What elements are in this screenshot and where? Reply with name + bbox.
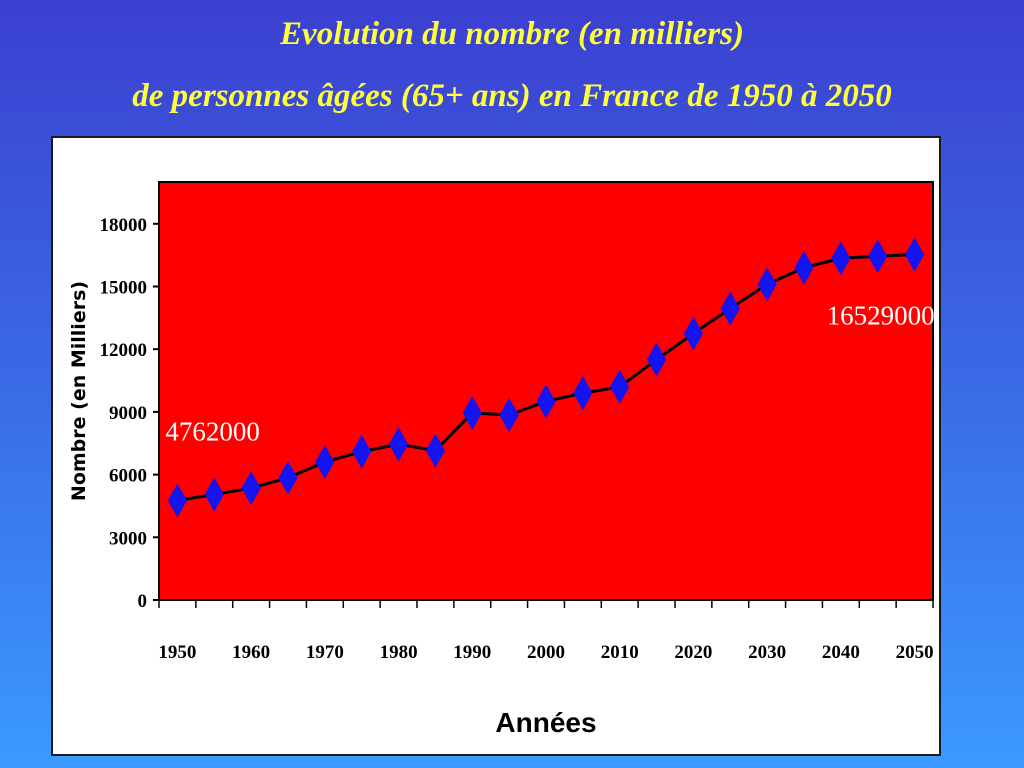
- x-tick-label: 2040: [822, 642, 860, 663]
- line-chart: 0 3000 6000 9000 12000 15000 18000 1950 1960 1970…: [68, 181, 935, 738]
- data-point-marker: [868, 239, 888, 274]
- data-point-marker: [757, 267, 777, 302]
- x-tick-label: 1990: [453, 642, 491, 663]
- annotations: 4762000 16529000: [165, 301, 934, 447]
- data-point-marker: [425, 433, 446, 468]
- data-point-marker: [720, 291, 740, 326]
- y-tick-label: 6000: [109, 466, 147, 487]
- data-point-marker: [499, 398, 519, 433]
- y-tick-label: 0: [138, 591, 148, 612]
- chart-title-line-1: Evolution du nombre (en milliers): [280, 16, 744, 52]
- y-tick-label: 12000: [100, 340, 148, 361]
- y-tick-label: 3000: [109, 528, 147, 549]
- x-tick-label: 2000: [527, 642, 565, 663]
- data-point-marker: [536, 384, 556, 419]
- data-point-marker: [610, 369, 630, 404]
- data-point-marker: [683, 316, 704, 351]
- data-point-marker: [204, 477, 224, 512]
- x-tick-label: 2020: [674, 642, 712, 663]
- x-tick-label: 2030: [748, 642, 786, 663]
- data-point-marker: [388, 427, 409, 462]
- data-point-marker: [315, 445, 335, 480]
- data-point-marker: [241, 471, 261, 506]
- data-point-marker: [462, 395, 482, 430]
- x-tick-label: 2050: [896, 642, 934, 663]
- data-point-marker: [573, 376, 593, 411]
- data-point-marker: [904, 237, 925, 272]
- y-tick-label: 9000: [109, 403, 147, 424]
- annotation-end-value: 16529000: [827, 301, 935, 331]
- x-tick-label: 1970: [306, 642, 344, 663]
- y-tick-label: 15000: [100, 278, 148, 299]
- x-tick-label: 1960: [232, 642, 270, 663]
- data-point-marker: [167, 483, 188, 518]
- series-layer: [167, 237, 925, 518]
- annotation-start-value: 4762000: [165, 416, 260, 446]
- x-tick-label: 1980: [380, 642, 418, 663]
- axes: 0 3000 6000 9000 12000 15000 18000 1950 1960 1970…: [100, 182, 934, 663]
- data-point-marker: [831, 241, 851, 276]
- x-tick-label: 2010: [601, 642, 639, 663]
- data-point-marker: [278, 460, 298, 495]
- chart-panel: 0 3000 6000 9000 12000 15000 18000 1950 1960 1970…: [51, 136, 941, 756]
- data-point-marker: [352, 434, 372, 469]
- y-axis-label: Nombre (en Milliers): [68, 281, 90, 501]
- x-axis-label: Années: [495, 707, 596, 738]
- chart-title-line-2: de personnes âgées (65+ ans) en France d…: [132, 78, 892, 114]
- x-tick-label: 1950: [158, 642, 196, 663]
- data-point-marker: [646, 342, 667, 377]
- y-tick-label: 18000: [100, 215, 148, 236]
- data-point-marker: [794, 250, 814, 285]
